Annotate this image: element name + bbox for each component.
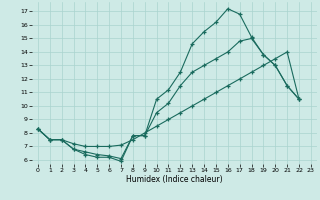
X-axis label: Humidex (Indice chaleur): Humidex (Indice chaleur) [126, 175, 223, 184]
